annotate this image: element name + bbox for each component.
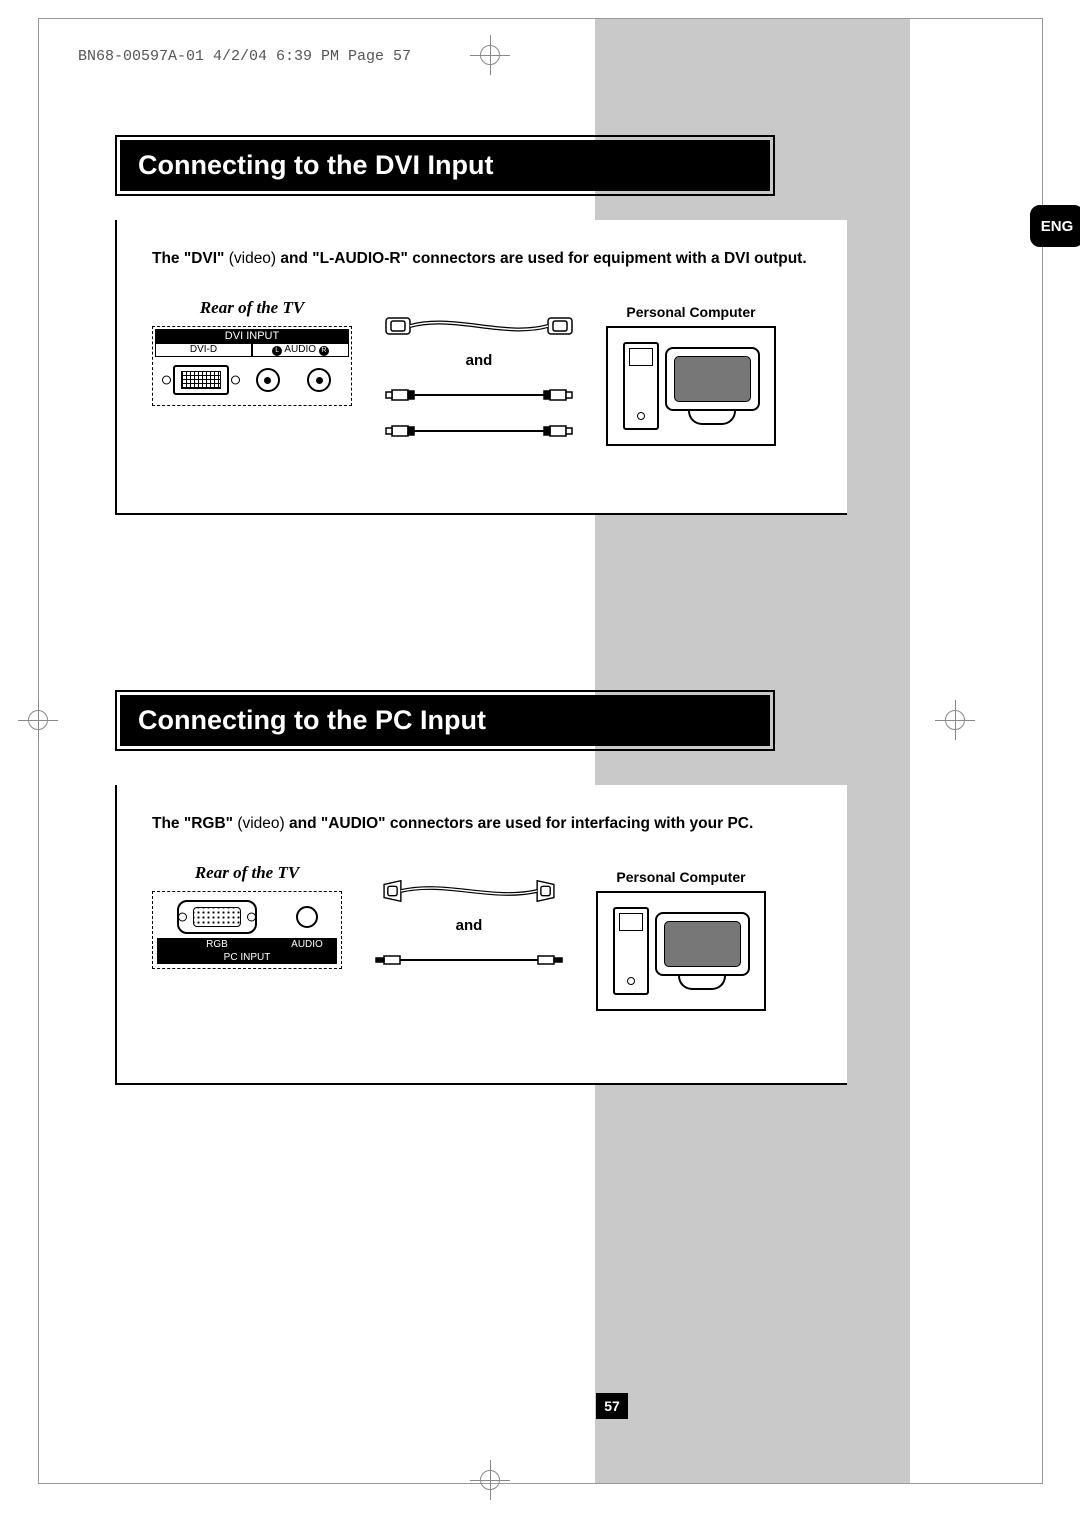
audio-label: AUDIO bbox=[284, 344, 316, 355]
desc-bold-2: and "L-AUDIO-R" connectors are used for … bbox=[280, 250, 806, 267]
vga-connector-icon bbox=[177, 900, 257, 934]
crt-monitor-icon-2 bbox=[655, 912, 750, 990]
rear-label-2: Rear of the TV bbox=[195, 863, 299, 883]
pc-row: Rear of the TV RGB AUDIO PC INPUT bbox=[152, 863, 822, 1011]
dvi-connector-icon bbox=[173, 365, 229, 395]
registration-mark-bottom bbox=[470, 1460, 510, 1500]
section-title-text: Connecting to the DVI Input bbox=[120, 140, 770, 191]
dvi-panel-body bbox=[155, 357, 349, 403]
section-title-pc: Connecting to the PC Input bbox=[115, 690, 775, 751]
desc-bold-1: The "DVI" bbox=[152, 250, 224, 267]
pc-illustration-icon bbox=[606, 326, 776, 446]
pc-illustration-icon-2 bbox=[596, 891, 766, 1011]
pc-description: The "RGB" (video) and "AUDIO" connectors… bbox=[152, 815, 822, 833]
pc-tower-icon bbox=[623, 342, 659, 430]
content-box-pc: The "RGB" (video) and "AUDIO" connectors… bbox=[115, 785, 847, 1085]
audio-r-dot: R bbox=[319, 346, 329, 356]
content-box-dvi: The "DVI" (video) and "L-AUDIO-R" connec… bbox=[115, 220, 847, 515]
pc-cables-col: and bbox=[364, 863, 574, 978]
dvi-input-panel: DVI INPUT DVI-D L AUDIO R bbox=[152, 326, 352, 406]
desc2-bold-1: The "RGB" bbox=[152, 815, 233, 832]
rca-right-icon bbox=[307, 368, 331, 392]
dvi-sub-left: DVI-D bbox=[155, 343, 252, 357]
audio-jack-icon bbox=[296, 906, 318, 928]
desc2-bold-2: and "AUDIO" connectors are used for inte… bbox=[289, 815, 753, 832]
rca-cable-1-icon bbox=[384, 381, 574, 409]
dvi-cable-icon bbox=[384, 312, 574, 340]
rear-tv-col-2: Rear of the TV RGB AUDIO PC INPUT bbox=[152, 863, 342, 969]
pc-input-panel: RGB AUDIO PC INPUT bbox=[152, 891, 342, 969]
and-label-1: and bbox=[466, 352, 493, 369]
dvi-description: The "DVI" (video) and "L-AUDIO-R" connec… bbox=[152, 250, 822, 268]
vga-cable-icon bbox=[374, 877, 564, 905]
pc-sub-rgb: RGB bbox=[157, 938, 277, 951]
pc-tower-icon-2 bbox=[613, 907, 649, 995]
dvi-panel-sub: DVI-D L AUDIO R bbox=[155, 343, 349, 357]
page-number: 57 bbox=[596, 1393, 628, 1419]
language-tab: ENG bbox=[1030, 205, 1080, 247]
rca-cable-2-icon bbox=[384, 417, 574, 445]
dvi-panel-header: DVI INPUT bbox=[155, 329, 349, 343]
desc-mid: (video) bbox=[224, 250, 280, 267]
print-header: BN68-00597A-01 4/2/04 6:39 PM Page 57 bbox=[78, 48, 411, 65]
rca-left-icon bbox=[256, 368, 280, 392]
pc-sub-audio: AUDIO bbox=[277, 938, 337, 951]
audio-l-dot: L bbox=[272, 346, 282, 356]
section-title-text-2: Connecting to the PC Input bbox=[120, 695, 770, 746]
section-title-dvi: Connecting to the DVI Input bbox=[115, 135, 775, 196]
crt-monitor-icon bbox=[665, 347, 760, 425]
page-arrow-icon bbox=[596, 1363, 628, 1393]
registration-mark-top bbox=[470, 35, 510, 75]
dvi-cables-col: and bbox=[374, 298, 584, 449]
registration-mark-left bbox=[18, 700, 58, 740]
pc-label-2: Personal Computer bbox=[616, 869, 745, 885]
pc-panel-body bbox=[157, 896, 337, 938]
and-label-2: and bbox=[456, 917, 483, 934]
rear-label: Rear of the TV bbox=[200, 298, 304, 318]
pc-panel-sub: RGB AUDIO bbox=[157, 938, 337, 951]
desc2-mid: (video) bbox=[233, 815, 289, 832]
pc-panel-footer: PC INPUT bbox=[157, 951, 337, 964]
pc-col-2: Personal Computer bbox=[596, 863, 766, 1011]
pc-col-1: Personal Computer bbox=[606, 298, 776, 446]
rear-tv-col: Rear of the TV DVI INPUT DVI-D L AUDIO R bbox=[152, 298, 352, 406]
dvi-sub-right: L AUDIO R bbox=[252, 343, 349, 357]
pc-label-1: Personal Computer bbox=[626, 304, 755, 320]
dvi-row: Rear of the TV DVI INPUT DVI-D L AUDIO R bbox=[152, 298, 822, 449]
registration-mark-right bbox=[935, 700, 975, 740]
audio-cable-icon bbox=[374, 946, 564, 974]
